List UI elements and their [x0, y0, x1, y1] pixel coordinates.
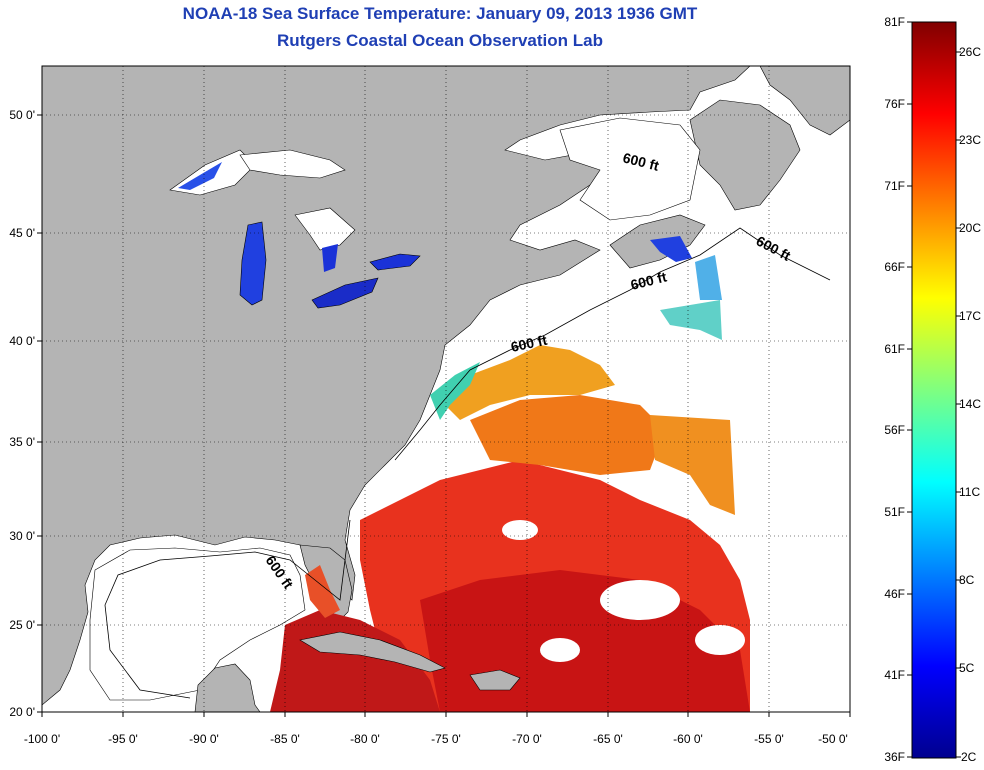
lon-label: -90 0'	[189, 732, 219, 746]
colorbar-c-label: 20C	[959, 221, 981, 235]
lake-erie	[311, 277, 379, 309]
isobath-600ft-gulf	[104, 519, 351, 699]
colorbar-ticks	[907, 21, 961, 758]
colorbar-c-label: 17C	[959, 309, 981, 323]
graticule	[42, 66, 850, 712]
cloud-patch	[600, 580, 680, 620]
map-subtitle: Rutgers Coastal Ocean Observation Lab	[277, 31, 603, 50]
colorbar-f-label: 61F	[884, 342, 905, 356]
bay-of-fundy-cold	[650, 236, 692, 262]
labrador-land	[759, 66, 850, 136]
lon-label: -55 0'	[754, 732, 784, 746]
colorbar-c-label: 2C	[961, 750, 977, 764]
lon-label: -70 0'	[512, 732, 542, 746]
colorbar-f-label: 81F	[884, 15, 905, 29]
isobath-600ft	[394, 227, 831, 461]
cloud-patch	[502, 520, 538, 540]
lat-label: 50 0'	[9, 108, 35, 122]
sst-scotian-shelf	[695, 255, 722, 300]
contour-label: 600 ft	[509, 332, 548, 355]
sst-orange-east	[650, 415, 735, 515]
hispaniola-land	[469, 669, 521, 691]
gulf-st-lawrence-water	[559, 117, 701, 221]
lake-superior	[239, 149, 346, 179]
map-title: NOAA-18 Sea Surface Temperature: January…	[182, 4, 698, 23]
colorbar	[911, 21, 957, 759]
sst-florida-coast	[305, 565, 340, 618]
colorbar-c-label: 11C	[959, 485, 980, 499]
colorbar-f-label: 41F	[884, 668, 905, 682]
sst-gulf-stream	[440, 345, 615, 420]
lake-huron	[294, 207, 356, 251]
lake-nipigon	[178, 162, 222, 190]
lat-label: 45 0'	[9, 226, 35, 240]
colorbar-c-label: 5C	[959, 661, 975, 675]
colorbar-f-label: 46F	[884, 587, 905, 601]
gulf-of-mexico-water	[89, 547, 306, 701]
lat-label: 30 0'	[9, 529, 35, 543]
colorbar-c-label: 14C	[959, 397, 981, 411]
cloud-patch	[540, 638, 580, 662]
lon-label: -50 0'	[818, 732, 848, 746]
colorbar-f-label: 56F	[884, 423, 905, 437]
lat-label: 35 0'	[9, 435, 35, 449]
lon-label: -65 0'	[593, 732, 623, 746]
lat-label: 25 0'	[9, 618, 35, 632]
lon-label: -95 0'	[108, 732, 138, 746]
cuba-land	[299, 631, 446, 673]
lake-huron-cold	[322, 244, 338, 272]
lon-label: -85 0'	[270, 732, 300, 746]
lon-label: -100 0'	[24, 732, 60, 746]
sst-orange-region	[470, 395, 665, 475]
colorbar-f-label: 36F	[884, 750, 905, 764]
lat-label: 20 0'	[9, 705, 35, 719]
colorbar-f-label: 76F	[884, 97, 905, 111]
lon-label: -60 0'	[673, 732, 703, 746]
colorbar-f-label: 71F	[884, 179, 905, 193]
lon-label: -80 0'	[350, 732, 380, 746]
cloud-patch	[695, 625, 745, 655]
axis-ticks	[37, 114, 851, 717]
lake-michigan	[239, 221, 267, 306]
colorbar-c-label: 8C	[959, 573, 975, 587]
sst-shelf-cold	[430, 362, 480, 420]
lat-label: 40 0'	[9, 334, 35, 348]
yucatan-land	[194, 663, 261, 712]
sst-shelf-north	[660, 300, 722, 340]
colorbar-f-label: 66F	[884, 260, 905, 274]
colorbar-f-label: 51F	[884, 505, 905, 519]
colorbar-c-label: 23C	[959, 133, 981, 147]
sst-caribbean	[270, 610, 440, 712]
lon-label: -75 0'	[431, 732, 461, 746]
newfoundland-land	[689, 99, 801, 211]
colorbar-c-label: 26C	[959, 45, 981, 59]
lake-ontario	[369, 253, 421, 271]
